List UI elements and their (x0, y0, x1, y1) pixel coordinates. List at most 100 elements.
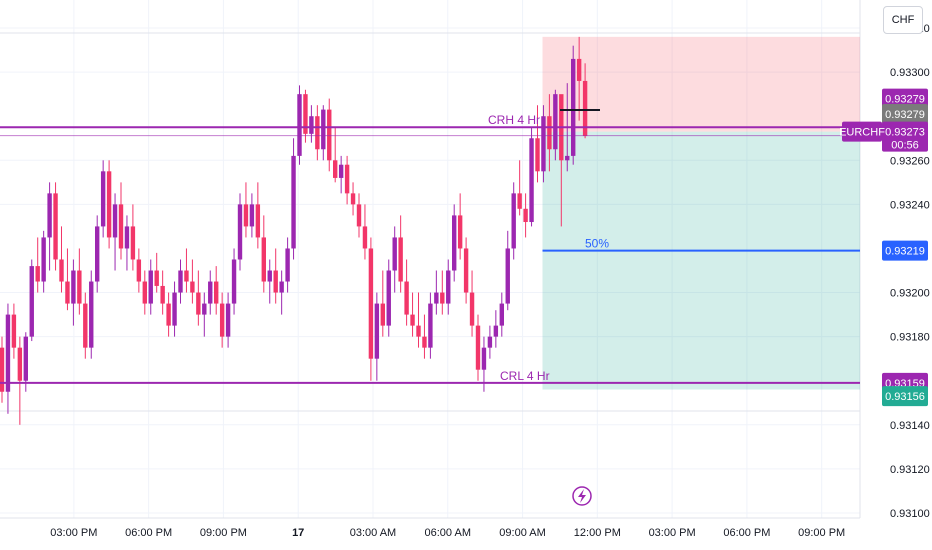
price-badge (882, 104, 928, 125)
candle-body (410, 314, 415, 326)
candle-body (208, 281, 213, 304)
levels: CRH 4 Hr 50% CRL 4 Hr (0, 109, 860, 384)
symbol-badge (842, 121, 882, 142)
candle-body (452, 215, 457, 271)
candle-body (350, 193, 356, 205)
candle-body (327, 109, 332, 161)
candle-body (338, 164, 344, 178)
x-tick-label: 12:00 PM (574, 527, 621, 539)
candle-body (77, 270, 82, 304)
candle-body (475, 325, 481, 370)
candle-body (243, 204, 249, 227)
lightning-icon[interactable] (572, 486, 592, 506)
candle-body (154, 270, 159, 286)
candle-body (29, 266, 34, 337)
position-zones (542, 36, 860, 390)
candle-body (106, 171, 112, 238)
candle-body (505, 248, 510, 304)
take-profit-zone (542, 131, 860, 390)
x-tick-label: 06:00 PM (125, 527, 172, 539)
countdown-text: 00:56 (891, 140, 919, 152)
candle-body (231, 259, 237, 304)
currency-button[interactable]: CHF (883, 6, 923, 34)
candle-body (267, 270, 272, 282)
candle-body (576, 58, 582, 81)
candle-body (517, 193, 522, 209)
candle-body (17, 347, 23, 381)
candle-body (392, 237, 397, 271)
candle-body (202, 303, 207, 315)
x-tick-label: 03:00 PM (50, 527, 97, 539)
x-tick-label: 09:00 PM (200, 527, 247, 539)
price-badge (882, 386, 928, 407)
candle-body (434, 292, 439, 304)
candle-body (124, 226, 130, 249)
y-tick-label: 0.93120 (890, 464, 930, 476)
candle-body (547, 116, 552, 150)
x-tick-label: 09:00 AM (499, 527, 545, 539)
price-badge-text: 0.93279 (885, 94, 925, 106)
candle-body (71, 270, 76, 304)
price-badge-text: 0.93156 (885, 391, 925, 403)
candle-body (529, 138, 534, 223)
candle-body (89, 281, 94, 348)
lightning-icon-bolt (578, 489, 586, 503)
candle-body (321, 109, 326, 150)
candle-body (59, 259, 64, 282)
candle-body (35, 266, 40, 282)
candle-body (309, 116, 314, 134)
x-tick-label: 09:00 PM (798, 527, 845, 539)
candle-body (136, 259, 142, 282)
price-badges: 0.932790.932790.9327300:560.932190.93159… (839, 88, 928, 407)
candle-body (374, 303, 380, 359)
candle-body (380, 303, 385, 326)
candle-body (571, 58, 576, 156)
candle-body (493, 325, 499, 337)
candle-body (511, 193, 516, 249)
candle-body (65, 281, 70, 304)
level-crh-label: CRH 4 Hr (488, 113, 540, 127)
y-tick-label: 0.93260 (890, 155, 930, 167)
candle-body (219, 303, 225, 337)
price-badge-text: 0.93279 (885, 109, 925, 121)
y-tick-label: 0.93180 (890, 332, 930, 344)
candle-body (225, 303, 231, 337)
candle-body (23, 336, 28, 381)
candle-body (11, 314, 17, 348)
extras (572, 486, 592, 506)
candle-body (196, 292, 201, 315)
candle-body (362, 226, 368, 249)
candle-body (148, 270, 153, 304)
price-axis[interactable]: 0.933200.933000.932600.932400.932000.931… (890, 23, 930, 520)
candle-body (0, 347, 5, 392)
candle-body (100, 171, 106, 227)
price-badge (882, 88, 928, 109)
candle-body (273, 270, 278, 293)
y-tick-label: 0.93100 (890, 508, 930, 520)
candle-body (255, 204, 261, 238)
candle-body (463, 248, 469, 293)
x-tick-label: 17 (292, 527, 304, 539)
candle-body (285, 248, 290, 282)
candle-body (398, 237, 403, 282)
candle-body (41, 237, 46, 282)
candle-body (172, 292, 177, 326)
candle-body (487, 336, 493, 348)
candle-body (499, 303, 504, 326)
candle-body (368, 248, 374, 359)
candle-body (553, 94, 558, 150)
candle-body (422, 336, 427, 348)
candle-body (160, 285, 165, 304)
candle-body (344, 164, 350, 194)
candle-body (142, 281, 147, 304)
candle-body (279, 281, 284, 293)
candle-body (53, 193, 58, 260)
candle-body (118, 204, 124, 249)
symbol-badge-text: EURCHF (839, 127, 885, 139)
time-axis[interactable]: 03:00 PM 06:00 PM 09:00 PM 17 03:00 AM 06:00 … (50, 527, 845, 539)
stop-loss-zone (542, 36, 860, 132)
candle-body (428, 303, 433, 348)
candle-body (457, 215, 463, 249)
candle-body (386, 270, 391, 326)
